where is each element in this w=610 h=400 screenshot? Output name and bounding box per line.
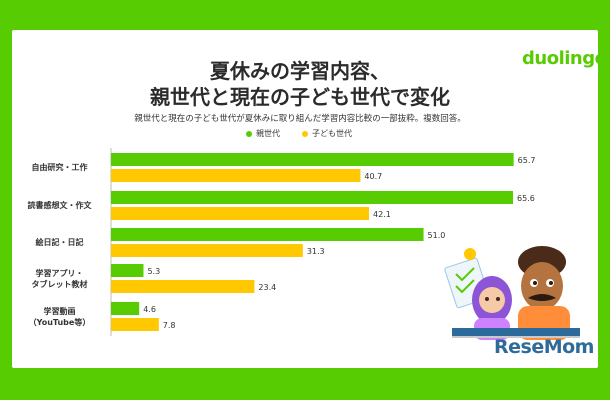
value-label-child-4: 7.8 [163,321,176,330]
value-label-child-2: 31.3 [307,247,325,256]
category-label-line: 学習アプリ・ [35,268,84,278]
duolingo-logo: duolingo [522,48,607,69]
category-label-line: 学習動画 [43,306,76,316]
category-label-line: 読書感想文・作文 [27,201,92,210]
bar-child-2 [111,244,303,257]
legend-swatch-parent [246,130,252,137]
category-label-1: 読書感想文・作文 [12,200,107,211]
bar-child-1 [111,207,370,220]
category-label-0: 自由研究・工作 [12,162,107,173]
value-label-parent-1: 65.6 [517,194,535,203]
category-label-3: 学習アプリ・ タブレット教材 [12,268,107,290]
legend-label-parent: 親世代 [256,129,280,138]
character-illustration [444,246,580,340]
value-label-parent-0: 65.7 [518,156,536,165]
value-label-parent-2: 51.0 [428,231,446,240]
category-label-line: （YouTube等） [28,317,91,327]
legend-item-child: 子ども世代 [302,128,352,139]
category-label-4: 学習動画 （YouTube等） [12,306,107,328]
bar-parent-4 [111,302,140,315]
category-label-2: 絵日記・日記 [12,237,107,248]
bar-parent-0 [111,153,514,166]
value-label-child-3: 23.4 [258,283,276,292]
bar-child-4 [111,318,159,331]
chart-title-line-2: 親世代と現在の子ども世代で変化 [150,85,450,109]
bar-parent-2 [111,228,424,241]
category-label-line: 絵日記・日記 [35,238,84,247]
category-label-line: タブレット教材 [31,279,88,289]
chart-title-line-1: 夏休みの学習内容、 [210,59,390,83]
value-label-parent-4: 4.6 [143,305,156,314]
legend-label-child: 子ども世代 [312,129,352,138]
chart-subtitle: 親世代と現在の子ども世代が夏休みに取り組んだ学習内容比較の一部抜粋。複数回答。 [134,114,466,124]
bar-parent-1 [111,191,514,204]
bar-child-0 [111,169,361,182]
watermark-ruby-text: リセマム [554,331,575,337]
value-label-child-1: 42.1 [373,210,391,219]
value-label-child-0: 40.7 [364,172,382,181]
bar-parent-3 [111,264,144,277]
value-label-parent-3: 5.3 [147,267,160,276]
watermark-logo: ReseMom [494,336,594,358]
category-label-line: 自由研究・工作 [31,163,88,172]
legend-item-parent: 親世代 [246,128,280,139]
bar-child-3 [111,280,255,293]
legend-swatch-child [302,130,308,137]
